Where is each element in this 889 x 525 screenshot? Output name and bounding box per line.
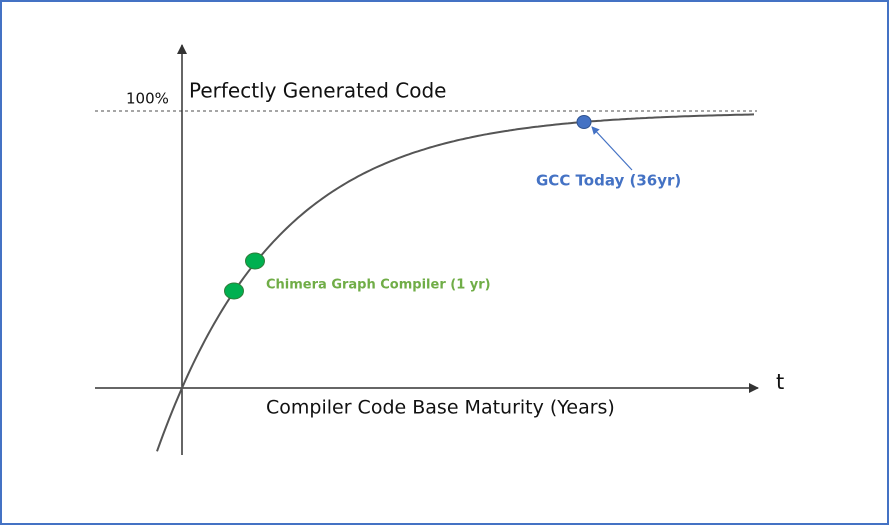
top-label: Perfectly Generated Code bbox=[189, 79, 446, 103]
gcc-arrow bbox=[591, 126, 633, 171]
chimera-label: Chimera Graph Compiler (1 yr) bbox=[266, 278, 491, 293]
gcc-point bbox=[576, 115, 592, 129]
chimera-point bbox=[224, 282, 244, 300]
axis-title: Compiler Code Base Maturity (Years) bbox=[266, 397, 615, 419]
gcc-label: GCC Today (36yr) bbox=[536, 172, 681, 190]
axis-end-label: t bbox=[776, 370, 784, 394]
percent-label: 100% bbox=[126, 90, 169, 108]
chimera-point bbox=[245, 252, 265, 270]
